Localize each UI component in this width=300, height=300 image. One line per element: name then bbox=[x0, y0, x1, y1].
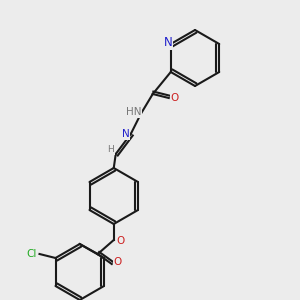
Text: O: O bbox=[117, 236, 125, 246]
Text: O: O bbox=[114, 257, 122, 267]
Text: HN: HN bbox=[126, 107, 142, 117]
Text: H: H bbox=[107, 146, 114, 154]
Text: N: N bbox=[164, 37, 172, 50]
Text: N: N bbox=[122, 129, 130, 139]
Text: Cl: Cl bbox=[26, 249, 37, 259]
Text: O: O bbox=[171, 93, 179, 103]
